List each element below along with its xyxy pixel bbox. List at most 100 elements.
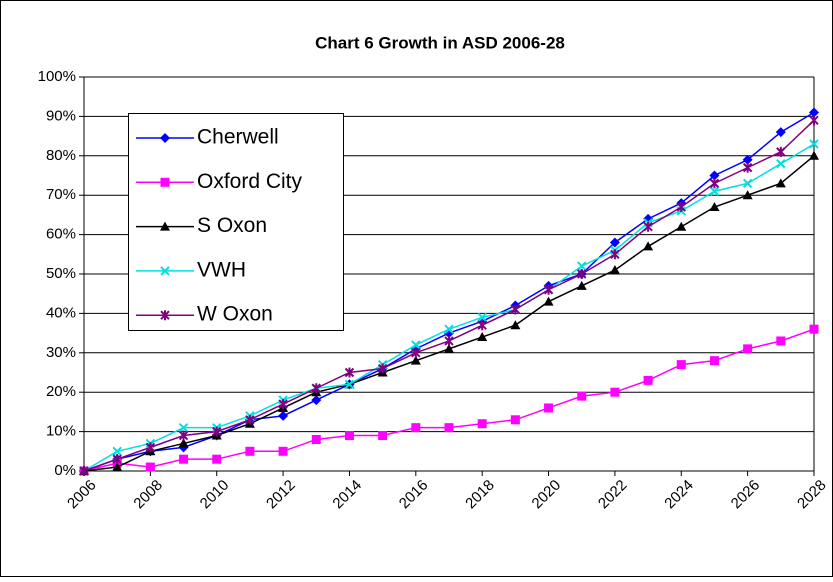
marker [809, 139, 819, 149]
marker [311, 383, 321, 394]
marker [610, 249, 620, 260]
legend-label: Oxford City [197, 170, 303, 193]
marker [709, 186, 720, 196]
legend-label: Cherwell [197, 126, 279, 149]
legend-marker [160, 266, 170, 276]
marker [510, 320, 521, 330]
y-tick-label: 10% [46, 423, 76, 440]
marker [278, 399, 288, 410]
y-tick-label: 80% [46, 147, 76, 164]
legend-marker [160, 133, 170, 143]
marker [809, 115, 819, 126]
y-tick-label: 0% [54, 462, 76, 479]
marker [510, 415, 520, 425]
marker [775, 178, 786, 188]
marker [775, 127, 786, 138]
y-tick-label: 40% [46, 304, 76, 321]
marker [643, 221, 653, 232]
y-tick-label: 20% [46, 383, 76, 400]
y-tick-label: 90% [46, 107, 76, 124]
marker [178, 422, 189, 433]
marker [311, 434, 321, 444]
marker [742, 190, 753, 200]
legend: Cherwell Oxford City S Oxon VWH W Oxon [128, 113, 344, 331]
marker [676, 221, 687, 231]
legend-marker [160, 221, 170, 231]
marker [344, 367, 355, 378]
marker [609, 237, 620, 248]
marker [444, 324, 454, 334]
marker [576, 280, 587, 290]
marker [212, 426, 222, 437]
marker [709, 178, 720, 189]
marker [776, 146, 786, 157]
marker [145, 442, 156, 453]
marker [344, 379, 355, 390]
marker [477, 312, 487, 323]
y-tick-label: 70% [46, 186, 76, 203]
marker [709, 356, 719, 366]
y-tick-label: 30% [46, 344, 76, 361]
marker [477, 332, 488, 342]
marker [609, 265, 620, 275]
marker [377, 363, 388, 374]
marker [79, 466, 89, 476]
legend-marker [160, 310, 170, 321]
marker [245, 414, 255, 425]
legend-box [128, 113, 344, 331]
y-tick-label: 50% [46, 265, 76, 282]
y-tick-label: 100% [38, 68, 76, 85]
marker [742, 162, 753, 173]
marker [112, 454, 122, 465]
marker [344, 431, 354, 441]
legend-label: S Oxon [197, 214, 267, 237]
marker [278, 446, 288, 456]
marker [411, 347, 421, 358]
marker [245, 446, 255, 456]
marker [809, 150, 819, 160]
marker [444, 423, 454, 433]
legend-label: VWH [197, 258, 246, 281]
marker [411, 340, 421, 350]
marker [112, 446, 122, 457]
marker [178, 438, 189, 448]
marker [709, 202, 720, 212]
marker [112, 462, 123, 472]
y-tick-label: 60% [46, 226, 76, 243]
marker [444, 335, 454, 346]
marker [577, 391, 587, 401]
marker [742, 154, 753, 165]
marker [444, 343, 454, 353]
marker [510, 304, 521, 315]
legend-marker [160, 177, 170, 187]
marker [212, 454, 222, 464]
marker [676, 202, 686, 213]
marker [643, 375, 653, 385]
marker [709, 170, 720, 181]
marker [809, 324, 819, 334]
chart-title: Chart 6 Growth in ASD 2006-28 [315, 33, 565, 52]
marker [776, 158, 786, 169]
marker [410, 355, 421, 365]
marker [378, 431, 388, 441]
marker [809, 107, 819, 118]
marker [743, 344, 753, 354]
legend-label: W Oxon [197, 303, 273, 326]
marker [543, 284, 554, 295]
marker [643, 241, 654, 251]
marker [676, 360, 686, 370]
marker [477, 419, 487, 429]
marker [577, 261, 587, 271]
marker [477, 320, 487, 331]
marker [411, 423, 421, 433]
marker [278, 410, 289, 421]
marker [776, 336, 786, 346]
marker [179, 454, 189, 464]
marker [543, 296, 554, 306]
marker [544, 403, 554, 413]
marker [577, 269, 587, 279]
marker [610, 387, 620, 397]
marker [178, 430, 189, 441]
marker [311, 395, 322, 406]
